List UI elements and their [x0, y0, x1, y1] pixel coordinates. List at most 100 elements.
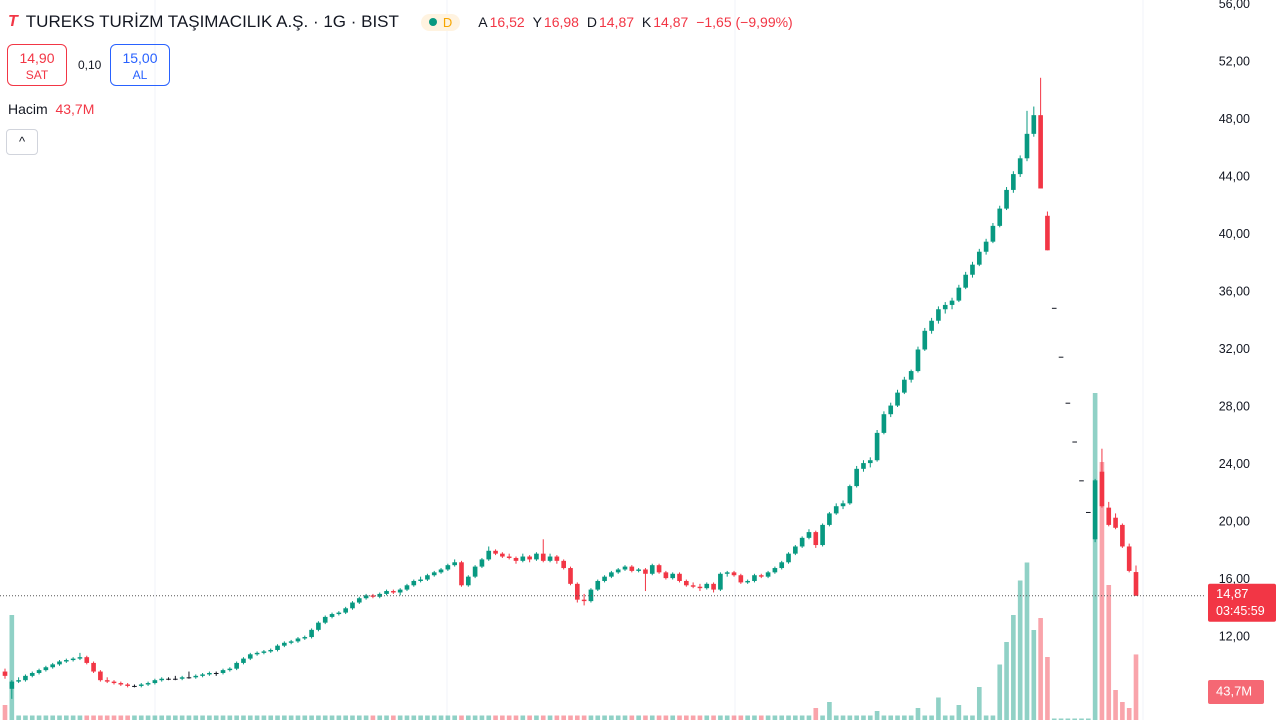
candle-body	[718, 573, 723, 590]
candle-body	[152, 680, 158, 684]
volume-bar	[125, 715, 130, 720]
candle-body	[159, 678, 165, 681]
volume-bar	[363, 715, 369, 720]
market-status[interactable]: D	[420, 13, 461, 31]
volume-bar	[295, 715, 301, 720]
volume-bar	[336, 715, 342, 720]
volume-bar	[963, 715, 968, 720]
volume-bar	[718, 715, 723, 720]
candle-body	[874, 432, 880, 461]
candle-body	[540, 553, 546, 561]
volume-bar	[1024, 562, 1030, 720]
candle-body	[915, 349, 921, 372]
volume-bar	[615, 715, 621, 720]
volume-bar	[929, 715, 934, 720]
volume-bar	[670, 715, 676, 720]
volume-bar	[867, 715, 873, 720]
volume-bar	[942, 715, 948, 720]
y-tick-label: 52,00	[1219, 54, 1250, 68]
volume-bar	[397, 715, 403, 720]
candle-body	[513, 557, 519, 561]
volume-bar	[486, 715, 492, 720]
candle-body	[1085, 511, 1091, 513]
candle-body	[29, 672, 35, 676]
volume-bar	[391, 715, 396, 720]
badge: D	[442, 14, 453, 30]
candle-body	[186, 677, 192, 679]
volume-bar	[540, 715, 546, 720]
volume-bar	[411, 715, 417, 720]
candle-body	[738, 575, 744, 583]
candle-body	[615, 569, 621, 573]
candle-body	[895, 392, 900, 406]
volume-bar	[779, 715, 785, 720]
candle-body	[356, 598, 362, 603]
candle-body	[595, 580, 601, 590]
candle-body	[786, 553, 791, 563]
volume-bar	[159, 715, 165, 720]
volume-bar	[43, 715, 49, 720]
volume-bar	[602, 715, 607, 720]
candle-body	[377, 593, 383, 597]
sell-button[interactable]: 14,90 SAT	[7, 44, 67, 86]
volume-bar	[16, 715, 21, 720]
candle-body	[568, 568, 573, 584]
y-tick-label: 32,00	[1219, 342, 1250, 356]
candle-body	[520, 556, 526, 561]
candle-body	[588, 589, 594, 602]
candle-body	[1106, 507, 1112, 525]
candle-body	[833, 506, 839, 514]
candle-body	[827, 513, 832, 525]
volume-bar	[465, 715, 471, 720]
volume-bar	[220, 715, 226, 720]
volume-bar	[547, 715, 553, 720]
volume-bar	[356, 715, 362, 720]
volume-bar	[1106, 585, 1112, 720]
volume-bar	[377, 715, 383, 720]
close-value: 14,87	[653, 14, 689, 30]
candle-body	[711, 583, 716, 590]
candle-body	[622, 566, 628, 570]
high-key: Y	[532, 14, 542, 30]
candle-body	[438, 569, 444, 573]
volume-bar	[1126, 708, 1132, 720]
buy-button[interactable]: 15,00 AL	[110, 44, 170, 86]
candle-body	[64, 660, 69, 662]
volume-bar	[908, 715, 914, 720]
volume-bar	[922, 715, 928, 720]
sell-label: SAT	[25, 68, 49, 82]
volume-bar	[57, 715, 62, 720]
candle-body	[758, 575, 764, 577]
candle-body	[847, 486, 853, 504]
volume-label-box	[1208, 680, 1264, 704]
volume-bar	[990, 715, 996, 720]
volume-bar	[322, 715, 328, 720]
volume-bar	[50, 715, 56, 720]
volume-bar	[1092, 393, 1098, 720]
candle-body	[452, 562, 457, 566]
volume-bar	[404, 715, 410, 720]
candle-body	[970, 264, 975, 275]
candle-body	[867, 460, 873, 464]
candle-body	[302, 637, 308, 639]
candle-body	[677, 573, 682, 581]
volume-bar	[213, 715, 219, 720]
volume-value: 43,7M	[55, 101, 95, 117]
volume-bar	[1133, 654, 1139, 720]
volume-bar	[1045, 657, 1050, 720]
candle-body	[902, 379, 907, 393]
candle-body	[84, 657, 90, 663]
volume-bar	[288, 715, 294, 720]
buy-label: AL	[132, 68, 148, 82]
candle-body	[1011, 174, 1016, 190]
candle-body	[534, 553, 539, 560]
candle-body	[663, 572, 669, 579]
volume-bar	[241, 715, 246, 720]
volume-bar	[684, 715, 689, 720]
y-tick-label: 36,00	[1219, 284, 1250, 298]
candle-body	[459, 562, 464, 586]
collapse-button[interactable]: ^	[6, 129, 38, 155]
y-tick-label: 56,00	[1219, 0, 1250, 11]
symbol-title[interactable]: TUREKS TURİZM TAŞIMACILIK A.Ş. · 1G · BI…	[25, 12, 399, 31]
